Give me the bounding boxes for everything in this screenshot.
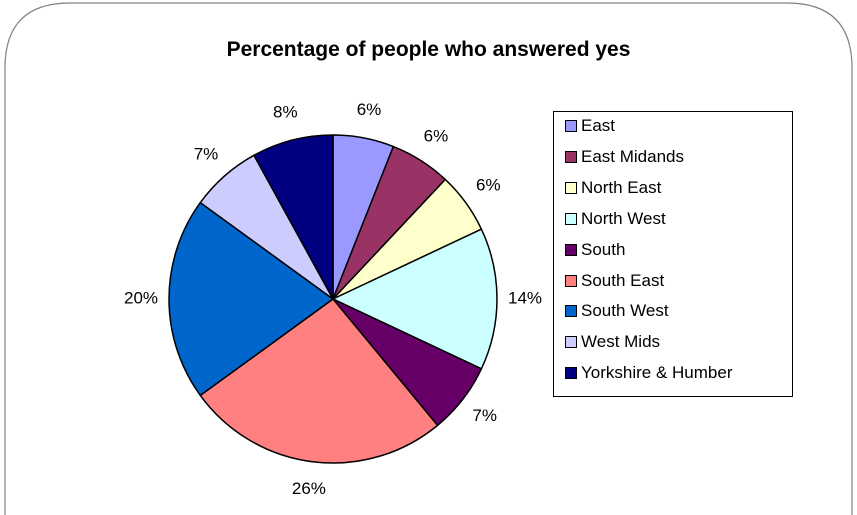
legend-item-north-east: North East — [565, 177, 661, 199]
legend-label: South — [581, 239, 626, 259]
legend-label: North East — [581, 177, 662, 197]
legend-swatch-east — [565, 120, 577, 132]
data-label-south: 7% — [472, 406, 497, 425]
legend-label: North West — [581, 208, 666, 228]
legend-label: East Midands — [581, 146, 684, 166]
legend-swatch-south-east — [565, 274, 577, 287]
legend-swatch-south — [565, 243, 577, 256]
legend-item-yorkshire-and-humber: Yorkshire & Humber — [565, 362, 733, 384]
data-label-yorkshire-and-humber: 8% — [273, 102, 298, 121]
legend-swatch-west-mids — [565, 336, 577, 349]
data-label-west-mids: 7% — [194, 144, 219, 163]
legend-swatch-north-west — [565, 212, 577, 225]
legend-swatch-east-midands — [565, 150, 577, 163]
pie-slice-north-west — [332, 228, 498, 370]
legend-swatch-south-west — [565, 305, 577, 318]
legend-item-east: East — [565, 115, 615, 137]
data-label-north-west: 14% — [508, 288, 542, 307]
data-label-east: 6% — [357, 100, 382, 119]
legend-item-south-west: South West — [565, 300, 669, 322]
pie-slice-yorkshire-and-humber — [253, 134, 334, 300]
legend-swatch-yorkshire-and-humber — [565, 367, 577, 380]
legend-item-south: South — [565, 239, 625, 261]
pie-slice-south-east — [199, 298, 439, 464]
pie — [168, 134, 498, 464]
data-label-north-east: 6% — [476, 176, 501, 195]
data-label-south-east: 26% — [292, 479, 326, 498]
pie-data-labels: 6% 6% 6% 14% 7% 26% 20% 7% 8% — [124, 100, 542, 498]
legend: East East Midands North East North West Sout… — [553, 111, 793, 397]
legend-label: Yorkshire & Humber — [581, 363, 733, 383]
pie-slice-south-west — [168, 201, 334, 397]
legend-swatch-north-east — [565, 181, 577, 194]
legend-item-west-mids: West Mids — [565, 331, 660, 353]
data-label-south-west: 20% — [124, 288, 158, 307]
legend-item-north-west: North West — [565, 208, 666, 230]
legend-label: East — [581, 116, 616, 135]
legend-label: South East — [581, 270, 665, 290]
legend-label: South West — [581, 301, 669, 321]
legend-item-south-east: South East — [565, 270, 664, 292]
chart-title: Percentage of people who answered yes — [226, 38, 631, 61]
legend-label: West Mids — [581, 332, 661, 352]
data-label-east-midands: 6% — [424, 126, 449, 145]
legend-item-east-midands: East Midands — [565, 146, 684, 168]
